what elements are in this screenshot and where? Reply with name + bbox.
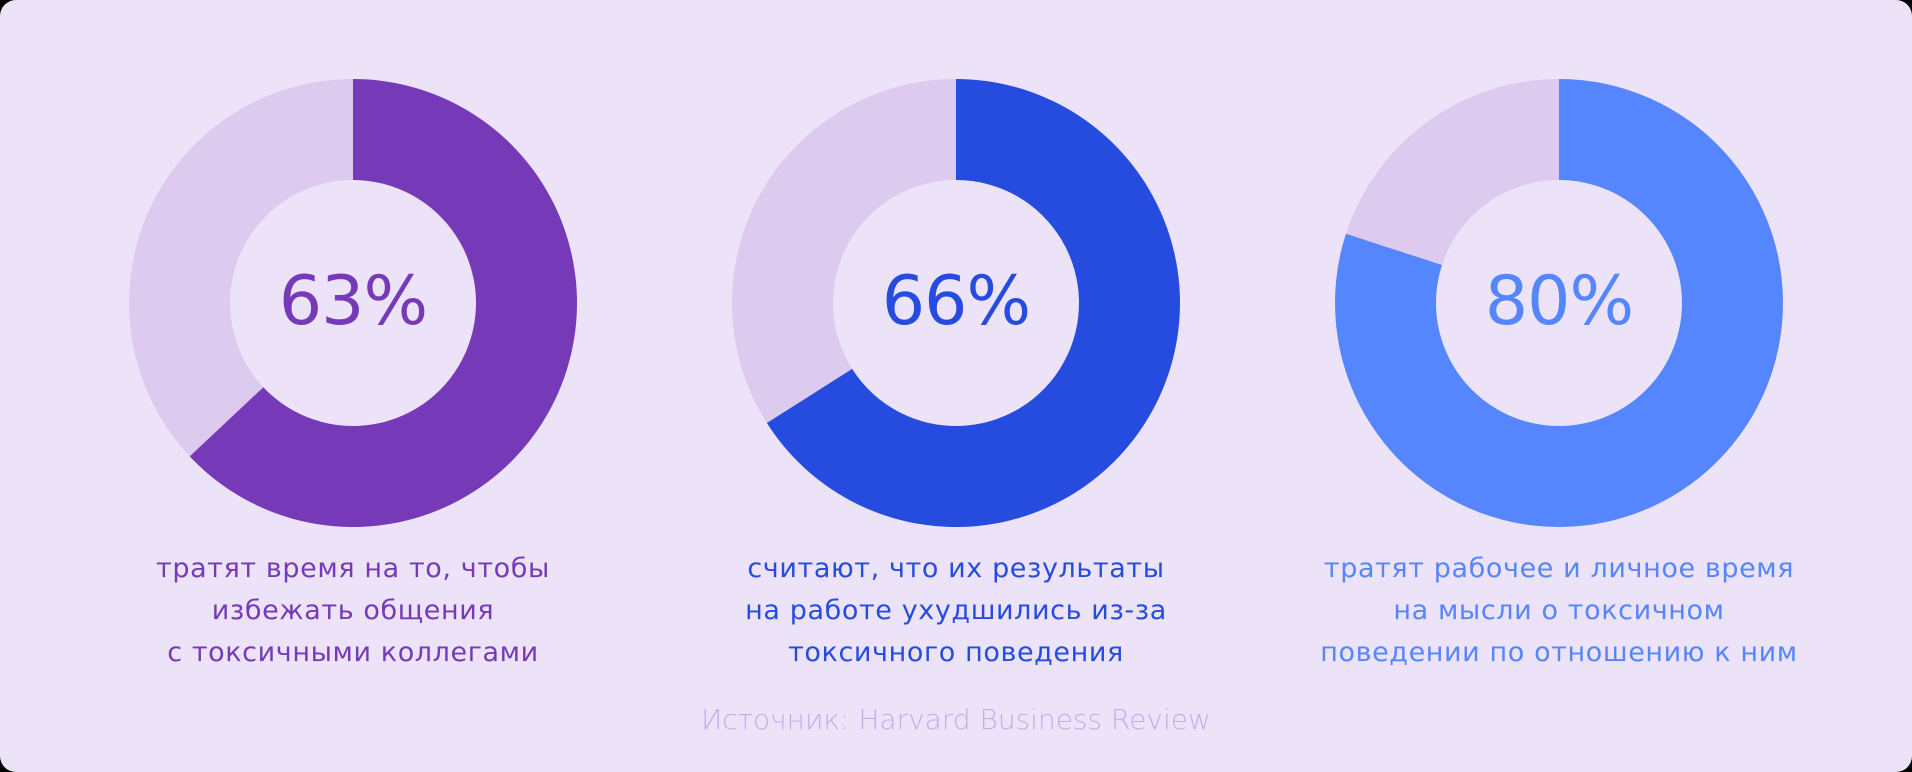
percentage-value: 80%: [1484, 262, 1634, 341]
caption-line: токсичного поведения: [788, 637, 1124, 668]
stat-column-3: 80% тратят рабочее и личное время на мыс…: [1279, 0, 1839, 700]
donut-chart-1: [128, 79, 577, 527]
donut-chart-3: [1335, 79, 1783, 527]
caption-line: поведении по отношению к ним: [1320, 637, 1798, 668]
donut-chart-2: [732, 79, 1180, 527]
stat-column-1: 63% тратят время на то, чтобы избежать о…: [73, 0, 633, 700]
percentage-value: 66%: [881, 262, 1031, 341]
caption-line: с токсичными коллегами: [167, 637, 539, 668]
donut-value-arc: [766, 79, 1180, 527]
donut-value-arc: [189, 79, 577, 527]
caption-line: избежать общения: [211, 595, 495, 626]
stat-caption: считают, что их результаты на работе уху…: [676, 548, 1236, 674]
caption-line: тратят рабочее и личное время: [1323, 553, 1795, 584]
caption-line: тратят время на то, чтобы: [156, 553, 550, 584]
stat-caption: тратят время на то, чтобы избежать общен…: [73, 548, 633, 674]
percentage-value: 63%: [278, 262, 428, 341]
caption-line: считают, что их результаты: [747, 553, 1165, 584]
donut-value-arc: [1335, 79, 1783, 527]
source-credit: Источник: Harvard Business Review: [701, 703, 1211, 736]
stat-caption: тратят рабочее и личное время на мысли о…: [1279, 548, 1839, 674]
caption-line: на работе ухудшились из-за: [745, 595, 1167, 626]
stat-column-2: 66% считают, что их результаты на работе…: [676, 0, 1236, 700]
donut-track: [128, 79, 353, 457]
caption-line: на мысли о токсичном: [1393, 595, 1725, 626]
donut-track: [732, 79, 956, 424]
donut-track: [1345, 79, 1559, 265]
